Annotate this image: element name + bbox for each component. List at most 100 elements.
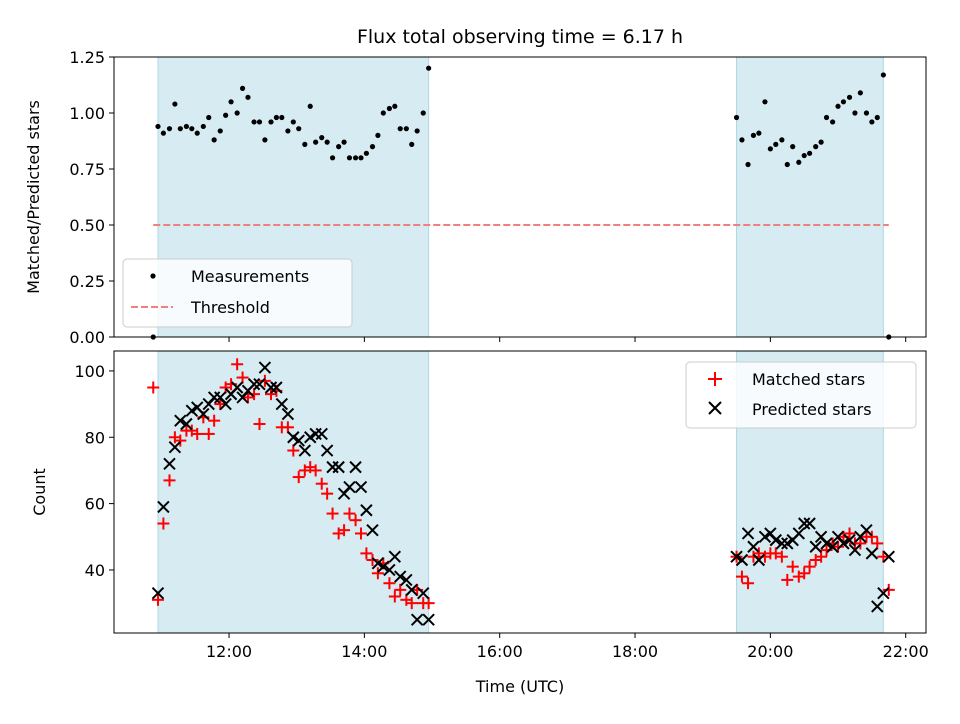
x-stroke <box>180 417 193 431</box>
measurement-point <box>863 110 870 116</box>
x-stroke <box>792 527 805 540</box>
bottom-legend-box <box>685 361 917 429</box>
measurement-point <box>846 94 853 100</box>
measurement-point <box>223 112 229 118</box>
x-stroke <box>270 381 283 394</box>
matched-stars-point <box>338 524 351 537</box>
predicted-stars-point <box>388 550 402 563</box>
x-stroke <box>814 530 828 543</box>
matched-stars-point <box>815 550 828 563</box>
x-stroke <box>769 533 782 547</box>
matched-stars-point <box>281 421 294 434</box>
predicted-stars-point <box>377 560 390 573</box>
predicted-stars-point <box>349 460 362 474</box>
predicted-stars-point <box>247 377 261 391</box>
predicted-stars-point <box>848 543 862 557</box>
y-tick-label: 1.00 <box>69 104 105 123</box>
measurement-point <box>756 130 762 136</box>
x-stroke <box>258 361 272 374</box>
measurement-point <box>420 110 426 116</box>
x-stroke <box>151 586 165 600</box>
matched-stars-point <box>343 507 356 520</box>
matched-stars-point <box>798 567 811 580</box>
measurement-point <box>869 119 875 125</box>
predicted-stars-point <box>157 500 170 514</box>
x-stroke <box>877 586 890 600</box>
matched-stars-point <box>321 487 334 500</box>
matched-stars-point <box>163 474 176 487</box>
predicted-stars-point <box>837 537 850 550</box>
predicted-stars-point <box>871 600 884 613</box>
legend-predicted-marker <box>708 401 722 415</box>
predicted-stars-point <box>320 444 334 457</box>
measurement-point <box>296 126 302 132</box>
x-stroke <box>394 570 407 583</box>
top-legend-box <box>122 258 353 328</box>
predicted-stars-point <box>219 397 232 411</box>
measurement-point <box>363 150 369 156</box>
measurement-point <box>228 99 234 105</box>
matched-stars-point <box>258 374 271 387</box>
measurement-point <box>341 139 347 145</box>
predicted-stars-point <box>735 553 749 567</box>
predicted-stars-point <box>803 517 816 530</box>
x-tick-label: 14:00 <box>341 642 387 661</box>
measurement-point <box>397 126 403 132</box>
measurement-point <box>767 146 773 152</box>
matched-stars-point <box>383 577 396 590</box>
x-tick-label: 20:00 <box>747 642 793 661</box>
measurement-point <box>375 132 381 138</box>
matched-stars-point <box>388 590 401 603</box>
x-stroke <box>360 504 373 517</box>
predicted-stars-point <box>151 586 165 600</box>
predicted-stars-point <box>292 434 305 447</box>
matched-stars-point <box>786 560 799 573</box>
x-stroke <box>157 500 170 514</box>
predicted-stars-point <box>343 480 356 494</box>
predicted-stars-point <box>298 444 312 457</box>
measurement-point <box>773 141 779 147</box>
measurement-point <box>172 101 178 107</box>
x-stroke <box>871 600 884 613</box>
predicted-stars-point <box>775 537 789 550</box>
measurement-point <box>194 130 200 136</box>
legend-measurements-label: Measurements <box>191 267 309 286</box>
bottom-y-axis-label: Count <box>30 468 49 516</box>
measurement-point <box>403 126 409 132</box>
x-stroke <box>388 550 402 563</box>
predicted-stars-point <box>860 523 873 537</box>
predicted-stars-point <box>877 586 890 600</box>
measurement-point <box>386 105 393 112</box>
matched-stars-point <box>208 414 221 427</box>
predicted-stars-point <box>741 527 755 540</box>
measurement-point <box>779 137 785 143</box>
measurement-point <box>239 85 246 91</box>
measurement-point <box>313 139 319 145</box>
x-stroke <box>247 377 261 391</box>
x-tick-label: 16:00 <box>477 642 523 661</box>
x-stroke <box>410 613 424 626</box>
predicted-stars-point <box>163 457 176 471</box>
measurement-point <box>346 155 353 161</box>
predicted-stars-point <box>769 533 782 547</box>
x-stroke <box>820 537 833 550</box>
x-stroke <box>168 441 182 454</box>
measurement-point <box>857 90 863 96</box>
predicted-stars-point <box>747 540 760 553</box>
x-stroke <box>292 434 305 447</box>
x-stroke <box>191 401 204 414</box>
matched-stars-point <box>315 477 328 490</box>
measurement-point <box>409 141 415 147</box>
predicted-stars-point <box>281 407 295 421</box>
x-stroke <box>764 527 777 540</box>
measurement-point <box>745 161 751 168</box>
measurement-point <box>329 155 336 161</box>
x-stroke <box>315 427 328 441</box>
predicted-stars-point <box>366 523 379 537</box>
bottom-legend: Matched stars Predicted stars <box>685 361 917 429</box>
matched-stars-point <box>202 427 215 440</box>
measurement-point <box>880 72 886 78</box>
x-stroke <box>400 573 413 587</box>
x-stroke <box>831 530 845 543</box>
x-stroke <box>287 431 300 444</box>
